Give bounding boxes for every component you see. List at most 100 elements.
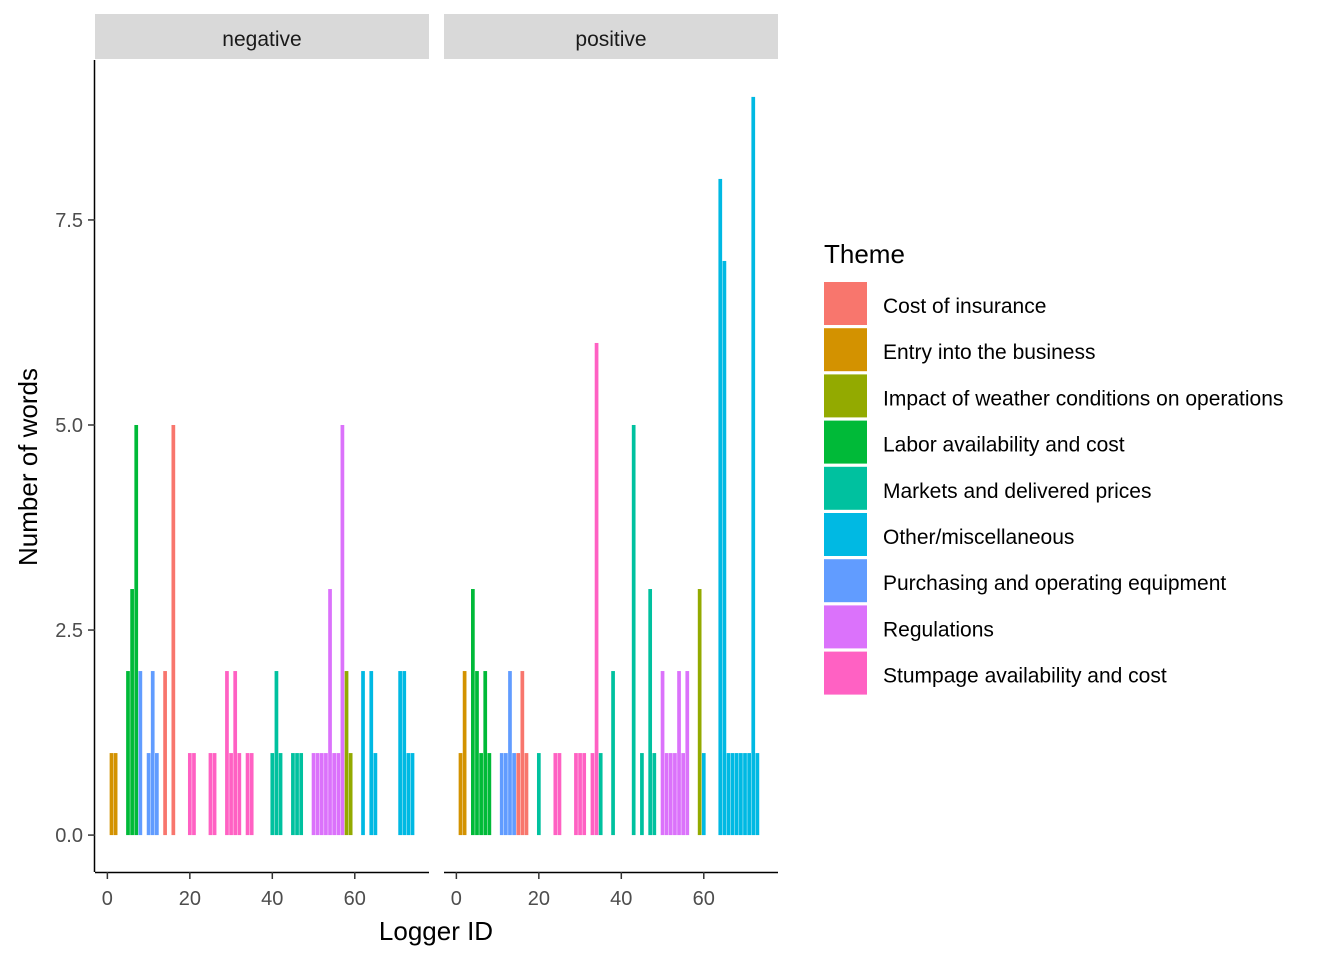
bar [743,753,747,836]
facet-strip [444,14,778,59]
bar [730,753,735,836]
bar [590,753,595,836]
bar [410,753,415,836]
bar [295,753,299,836]
bar [536,753,541,836]
x-tick-label: 60 [344,888,366,910]
bar [126,671,130,836]
bar [751,96,756,836]
bar [233,671,238,836]
legend: Theme Cost of insurance Entry into the bu… [824,239,1283,695]
x-tick-label: 40 [261,888,283,910]
legend-swatch [824,466,867,510]
bar [237,753,242,836]
bar [274,671,279,836]
bar [138,671,143,836]
bar [163,671,167,836]
legend-swatch [824,651,867,695]
y-tick-label: 7.5 [55,210,83,232]
chart-axes: 0 20 40 60 0 20 40 60 0.0 2.5 5.0 7.5 [55,60,778,910]
bar [520,671,525,836]
bar [249,753,254,836]
bar [155,753,159,836]
x-axis-title: Logger ID [379,916,493,946]
legend-item: Impact of weather conditions on operatio… [824,374,1283,418]
bar [479,753,483,836]
bar [134,424,139,836]
legend-swatch [824,420,867,464]
bar [508,671,512,836]
bar [726,753,731,836]
y-tick-label: 0.0 [55,825,83,847]
bar [146,753,151,836]
legend-item: Markets and delivered prices [824,466,1151,510]
legend-label: Cost of insurance [883,295,1046,318]
legend-label: Purchasing and operating equipment [883,572,1226,595]
legend-item: Stumpage availability and cost [824,651,1167,695]
bar [109,753,114,836]
x-tick-label: 20 [528,888,550,910]
bar [516,753,521,836]
bar [229,753,233,836]
chart-panels: negative positive [95,14,778,836]
bar [557,753,562,836]
bar [553,753,558,836]
bar [245,753,250,836]
bar [319,753,324,836]
bar [660,671,665,836]
bar [475,671,479,836]
bar [192,753,196,836]
legend-item: Purchasing and operating equipment [824,559,1226,603]
x-tick-label: 0 [451,888,462,910]
bar [130,589,134,836]
bar [340,424,345,836]
bar [373,753,378,836]
bar [747,753,751,836]
bar [739,753,743,836]
bar [187,753,192,836]
facet-strip [95,14,429,59]
legend-swatch [824,513,867,556]
bar [668,753,673,836]
bar [483,671,488,836]
bar [150,671,155,836]
bar [332,753,337,836]
x-tick-label: 20 [179,888,201,910]
x-tick-label: 40 [610,888,632,910]
bar [212,753,217,836]
bar [369,671,374,836]
bar [664,753,669,836]
bar [574,753,578,836]
bar [406,753,411,836]
legend-label: Impact of weather conditions on operatio… [883,387,1283,410]
bar [648,589,653,836]
y-tick-label: 5.0 [55,415,83,437]
legend-label: Markets and delivered prices [883,480,1151,503]
legend-label: Labor availability and cost [883,434,1125,457]
bar [113,753,118,836]
legend-item: Other/miscellaneous [824,513,1074,556]
legend-swatch [824,559,867,603]
bar [225,671,229,836]
bar [361,671,365,836]
bar [681,753,686,836]
bar [598,753,603,836]
y-tick-label: 2.5 [55,620,83,642]
facet-label: negative [222,28,301,51]
bar [324,753,328,836]
bar [311,753,316,836]
panel-positive: positive [444,14,778,836]
bar [734,753,739,836]
legend-title: Theme [824,239,905,269]
bar [471,589,475,836]
legend-label: Regulations [883,618,994,641]
bar [291,753,295,836]
bar [631,424,636,836]
bar [611,671,615,836]
bar [578,753,582,836]
bar [328,589,332,836]
bar [685,671,690,836]
bar [458,753,463,836]
bar [640,753,644,836]
